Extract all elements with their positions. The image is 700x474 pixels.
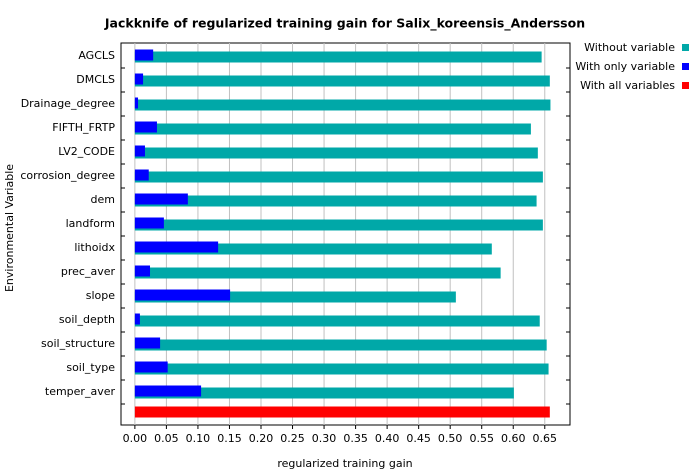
y-tick-label: LV2_CODE [58,145,115,158]
y-tick-label: soil_depth [59,313,115,326]
bar [134,193,188,205]
x-tick-label: 0.35 [343,432,368,445]
x-tick-label: 0.45 [406,432,431,445]
bar [134,361,168,373]
bar [134,73,144,85]
x-tick-label: 0.20 [249,432,274,445]
y-tick-label: Drainage_degree [21,97,116,110]
y-tick-label: lithoidx [74,241,115,254]
y-tick-label: FIFTH_FRTP [52,121,115,134]
legend-label: With all variables [580,79,675,92]
bar [134,313,140,325]
bar [134,51,542,63]
bar [134,97,139,109]
bar [134,265,151,277]
bar [134,406,550,418]
y-tick-label: landform [66,217,115,230]
bar [134,147,538,159]
x-tick-label: 0.50 [438,432,463,445]
legend-label: With only variable [575,60,675,73]
bar [134,241,219,253]
bar [134,363,549,375]
bar [134,337,161,349]
y-tick-label: soil_type [66,361,115,374]
bar [134,291,456,303]
bar [134,49,154,61]
bar [134,267,501,279]
x-axis-label: regularized training gain [277,457,412,470]
bar [134,315,540,327]
x-tick-label: 0.10 [186,432,211,445]
legend-swatch [682,82,689,89]
bar [134,123,531,135]
x-tick-label: 0.30 [312,432,337,445]
bar [134,99,551,111]
y-tick-label: corrosion_degree [20,169,115,182]
bar [134,387,514,399]
bar [134,339,547,351]
x-tick-label: 0.05 [154,432,179,445]
y-tick-label: AGCLS [78,49,115,62]
x-tick-label: 0.40 [375,432,400,445]
bar [134,75,550,87]
legend-label: Without variable [584,41,675,54]
y-axis-label: Environmental Variable [3,164,16,292]
y-tick-label: prec_aver [61,265,116,278]
bar [134,171,543,183]
legend-swatch [682,63,689,70]
chart-title: Jackknife of regularized training gain f… [104,16,585,32]
x-tick-label: 0.15 [217,432,242,445]
y-tick-label: dem [91,193,115,206]
x-tick-label: 0.60 [501,432,526,445]
x-tick-label: 0.55 [469,432,494,445]
bar [134,289,231,301]
x-tick-label: 0.65 [533,432,558,445]
bar [134,195,537,207]
x-tick-label: 0.25 [280,432,305,445]
bar [134,385,202,397]
y-tick-label: temper_aver [45,385,116,398]
bar [134,169,149,181]
bar [134,145,145,157]
y-tick-label: slope [86,289,115,302]
y-tick-label: DMCLS [76,73,115,86]
bar [134,243,492,255]
bar [134,217,164,229]
y-tick-label: soil_structure [41,337,115,350]
bar [134,219,543,231]
bar [134,121,157,133]
legend-swatch [682,44,689,51]
x-tick-label: 0.00 [123,432,148,445]
